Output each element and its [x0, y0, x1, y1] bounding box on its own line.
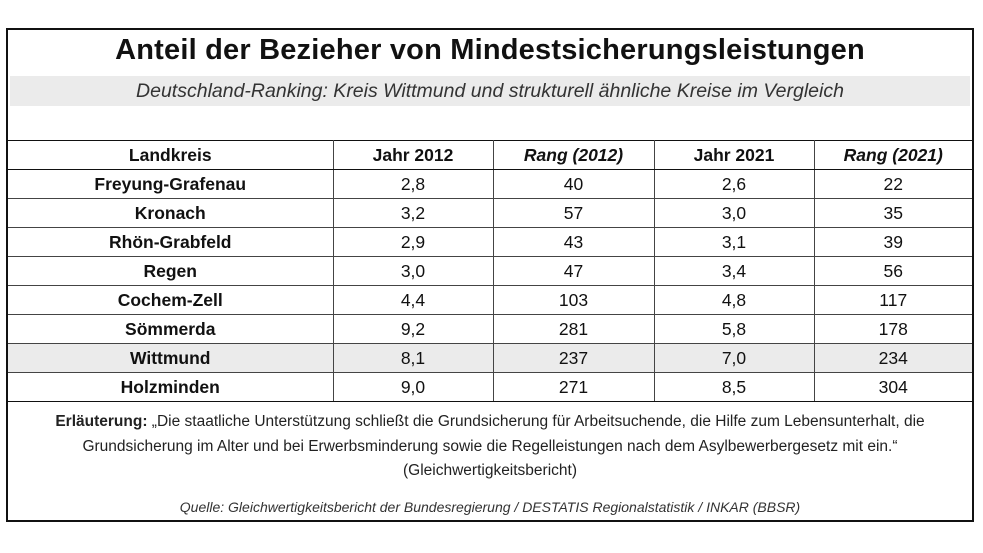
value-cell: 117 — [813, 285, 972, 315]
district-name-cell: Freyung-Grafenau — [8, 169, 334, 199]
value-cell: 9,2 — [332, 314, 494, 344]
value-cell: 237 — [492, 343, 655, 373]
value-cell: 3,0 — [332, 256, 494, 286]
value-cell: 8,5 — [653, 372, 815, 402]
district-name-cell: Sömmerda — [8, 314, 334, 344]
value-cell: 7,0 — [653, 343, 815, 373]
value-cell: 40 — [492, 169, 655, 199]
value-cell: 39 — [813, 227, 972, 257]
district-name-cell: Holzminden — [8, 372, 334, 402]
value-cell: 281 — [492, 314, 655, 344]
table-row: Freyung-Grafenau 2,8 40 2,6 22 — [8, 169, 972, 199]
chart-subtitle: Deutschland-Ranking: Kreis Wittmund und … — [136, 80, 844, 102]
table-row: Cochem-Zell 4,4 103 4,8 117 — [8, 285, 972, 315]
column-header: Rang (2021) — [813, 140, 972, 170]
value-cell: 57 — [492, 198, 655, 228]
subtitle-background — [10, 76, 970, 106]
value-cell: 3,2 — [332, 198, 494, 228]
explanation-note: Erläuterung: „Die staatliche Unterstützu… — [48, 410, 932, 484]
table-row: Sömmerda 9,2 281 5,8 178 — [8, 314, 972, 344]
value-cell: 4,8 — [653, 285, 815, 315]
source-line: Quelle: Gleichwertigkeitsbericht der Bun… — [179, 499, 801, 515]
value-cell: 2,8 — [332, 169, 494, 199]
value-cell: 9,0 — [332, 372, 494, 402]
note-text: „Die staatliche Unterstützung schließt d… — [82, 413, 925, 479]
district-name-cell: Cochem-Zell — [8, 285, 334, 315]
value-cell: 3,0 — [653, 198, 815, 228]
district-name-cell: Rhön-Grabfeld — [8, 227, 334, 257]
value-cell: 5,8 — [653, 314, 815, 344]
column-header: Rang (2012) — [492, 140, 655, 170]
value-cell: 8,1 — [332, 343, 494, 373]
note-label: Erläuterung: — [55, 413, 148, 430]
value-cell: 4,4 — [332, 285, 494, 315]
value-cell: 43 — [492, 227, 655, 257]
table-header-row: Landkreis Jahr 2012 Rang (2012) Jahr 202… — [8, 140, 972, 170]
column-header: Landkreis — [8, 140, 334, 170]
value-cell: 234 — [813, 343, 972, 373]
district-name-cell: Regen — [8, 256, 334, 286]
value-cell: 22 — [813, 169, 972, 199]
value-cell: 2,9 — [332, 227, 494, 257]
value-cell: 35 — [813, 198, 972, 228]
district-name-cell: Wittmund — [8, 343, 334, 373]
column-header: Jahr 2021 — [653, 140, 815, 170]
table-row: Holzminden 9,0 271 8,5 304 — [8, 372, 972, 402]
value-cell: 3,1 — [653, 227, 815, 257]
table-row: Kronach 3,2 57 3,0 35 — [8, 198, 972, 228]
table-frame: Anteil der Bezieher von Mindestsicherung… — [6, 28, 974, 522]
value-cell: 2,6 — [653, 169, 815, 199]
table-row: Rhön-Grabfeld 2,9 43 3,1 39 — [8, 227, 972, 257]
table-row: Regen 3,0 47 3,4 56 — [8, 256, 972, 286]
value-cell: 178 — [813, 314, 972, 344]
district-name-cell: Kronach — [8, 198, 334, 228]
column-header: Jahr 2012 — [332, 140, 494, 170]
value-cell: 56 — [813, 256, 972, 286]
value-cell: 47 — [492, 256, 655, 286]
ranking-table: Landkreis Jahr 2012 Rang (2012) Jahr 202… — [8, 140, 972, 402]
value-cell: 304 — [813, 372, 972, 402]
value-cell: 3,4 — [653, 256, 815, 286]
chart-title: Anteil der Bezieher von Mindestsicherung… — [115, 34, 865, 66]
value-cell: 103 — [492, 285, 655, 315]
value-cell: 271 — [492, 372, 655, 402]
table-row: Wittmund 8,1 237 7,0 234 — [8, 343, 972, 373]
